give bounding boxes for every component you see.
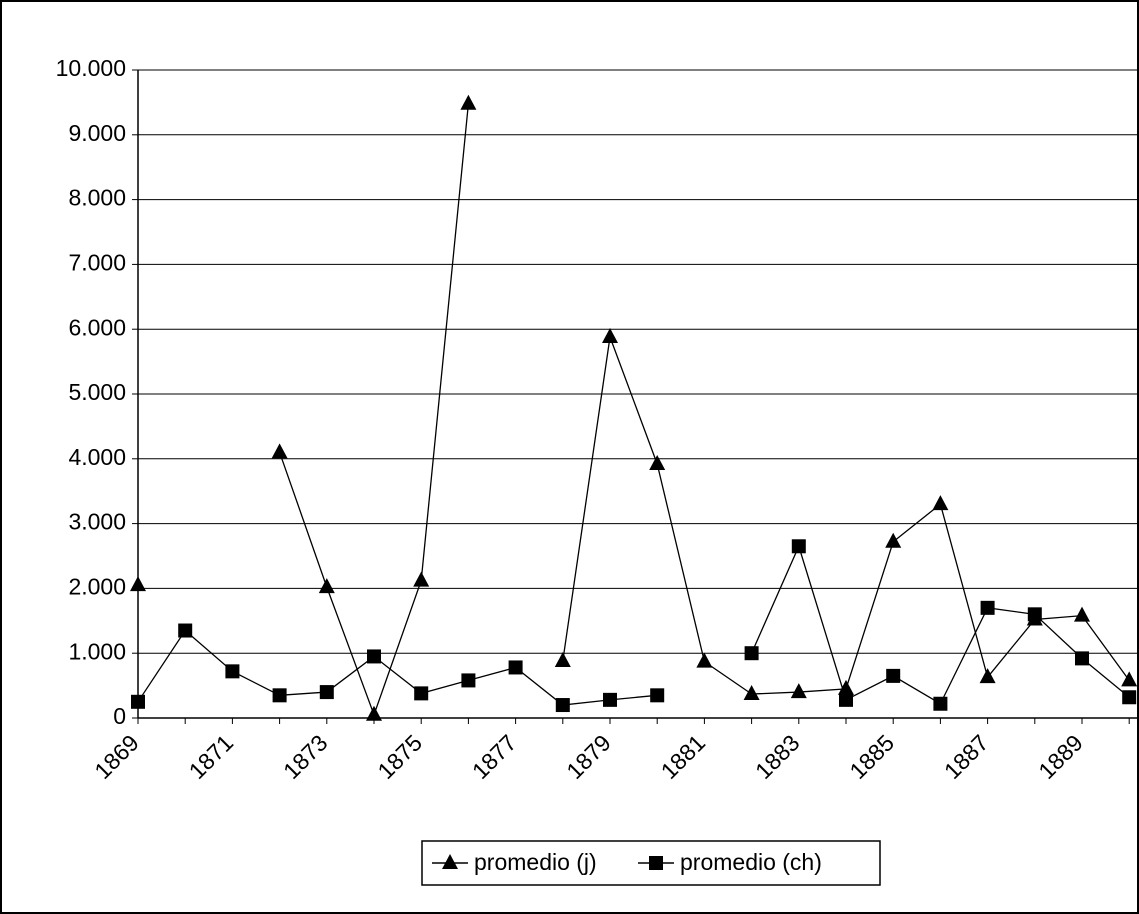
legend-label: promedio (ch) — [680, 849, 822, 875]
y-tick-label: 6.000 — [68, 314, 126, 340]
data-point — [839, 692, 853, 707]
y-tick-label: 0 — [113, 703, 126, 729]
data-point — [885, 532, 902, 548]
data-point — [318, 578, 335, 594]
data-point — [178, 623, 193, 638]
data-point — [980, 600, 995, 615]
data-point — [838, 679, 854, 695]
data-point — [1121, 671, 1138, 687]
y-tick-label: 7.000 — [68, 249, 126, 275]
y-tick-label: 2.000 — [68, 573, 126, 599]
data-point — [743, 685, 760, 701]
data-point — [649, 454, 666, 470]
data-point — [414, 686, 429, 701]
data-point — [979, 668, 996, 684]
data-point — [1074, 606, 1090, 622]
data-point — [1075, 651, 1089, 666]
data-point — [696, 652, 713, 668]
data-point — [790, 683, 807, 699]
y-tick-label: 3.000 — [68, 509, 126, 535]
data-point — [272, 688, 287, 703]
data-point — [319, 685, 334, 700]
data-point — [602, 327, 618, 343]
legend-marker — [649, 856, 663, 870]
y-tick-label: 5.000 — [68, 379, 126, 405]
legend-marker — [442, 854, 458, 869]
data-point — [271, 443, 288, 459]
data-point — [1027, 607, 1042, 622]
y-tick-label: 9.000 — [68, 120, 126, 146]
data-point — [932, 495, 949, 511]
data-point — [554, 651, 571, 667]
y-tick-label: 1.000 — [68, 638, 126, 664]
data-point — [791, 539, 806, 554]
data-point — [131, 694, 145, 709]
data-point — [508, 660, 523, 675]
data-point — [460, 94, 477, 110]
y-tick-label: 4.000 — [68, 444, 126, 470]
data-point — [413, 571, 430, 587]
data-point — [366, 705, 382, 721]
data-point — [744, 646, 759, 661]
y-tick-label: 10.000 — [56, 55, 126, 81]
data-point — [555, 698, 570, 713]
data-point — [1122, 690, 1137, 705]
data-point — [650, 688, 665, 703]
legend-label: promedio (j) — [474, 849, 597, 875]
data-point — [603, 692, 617, 707]
data-point — [130, 576, 146, 592]
data-point — [933, 696, 948, 711]
data-point — [886, 668, 901, 683]
data-point — [225, 664, 240, 679]
data-point — [367, 649, 381, 664]
y-tick-label: 8.000 — [68, 185, 126, 211]
data-point — [461, 673, 476, 688]
